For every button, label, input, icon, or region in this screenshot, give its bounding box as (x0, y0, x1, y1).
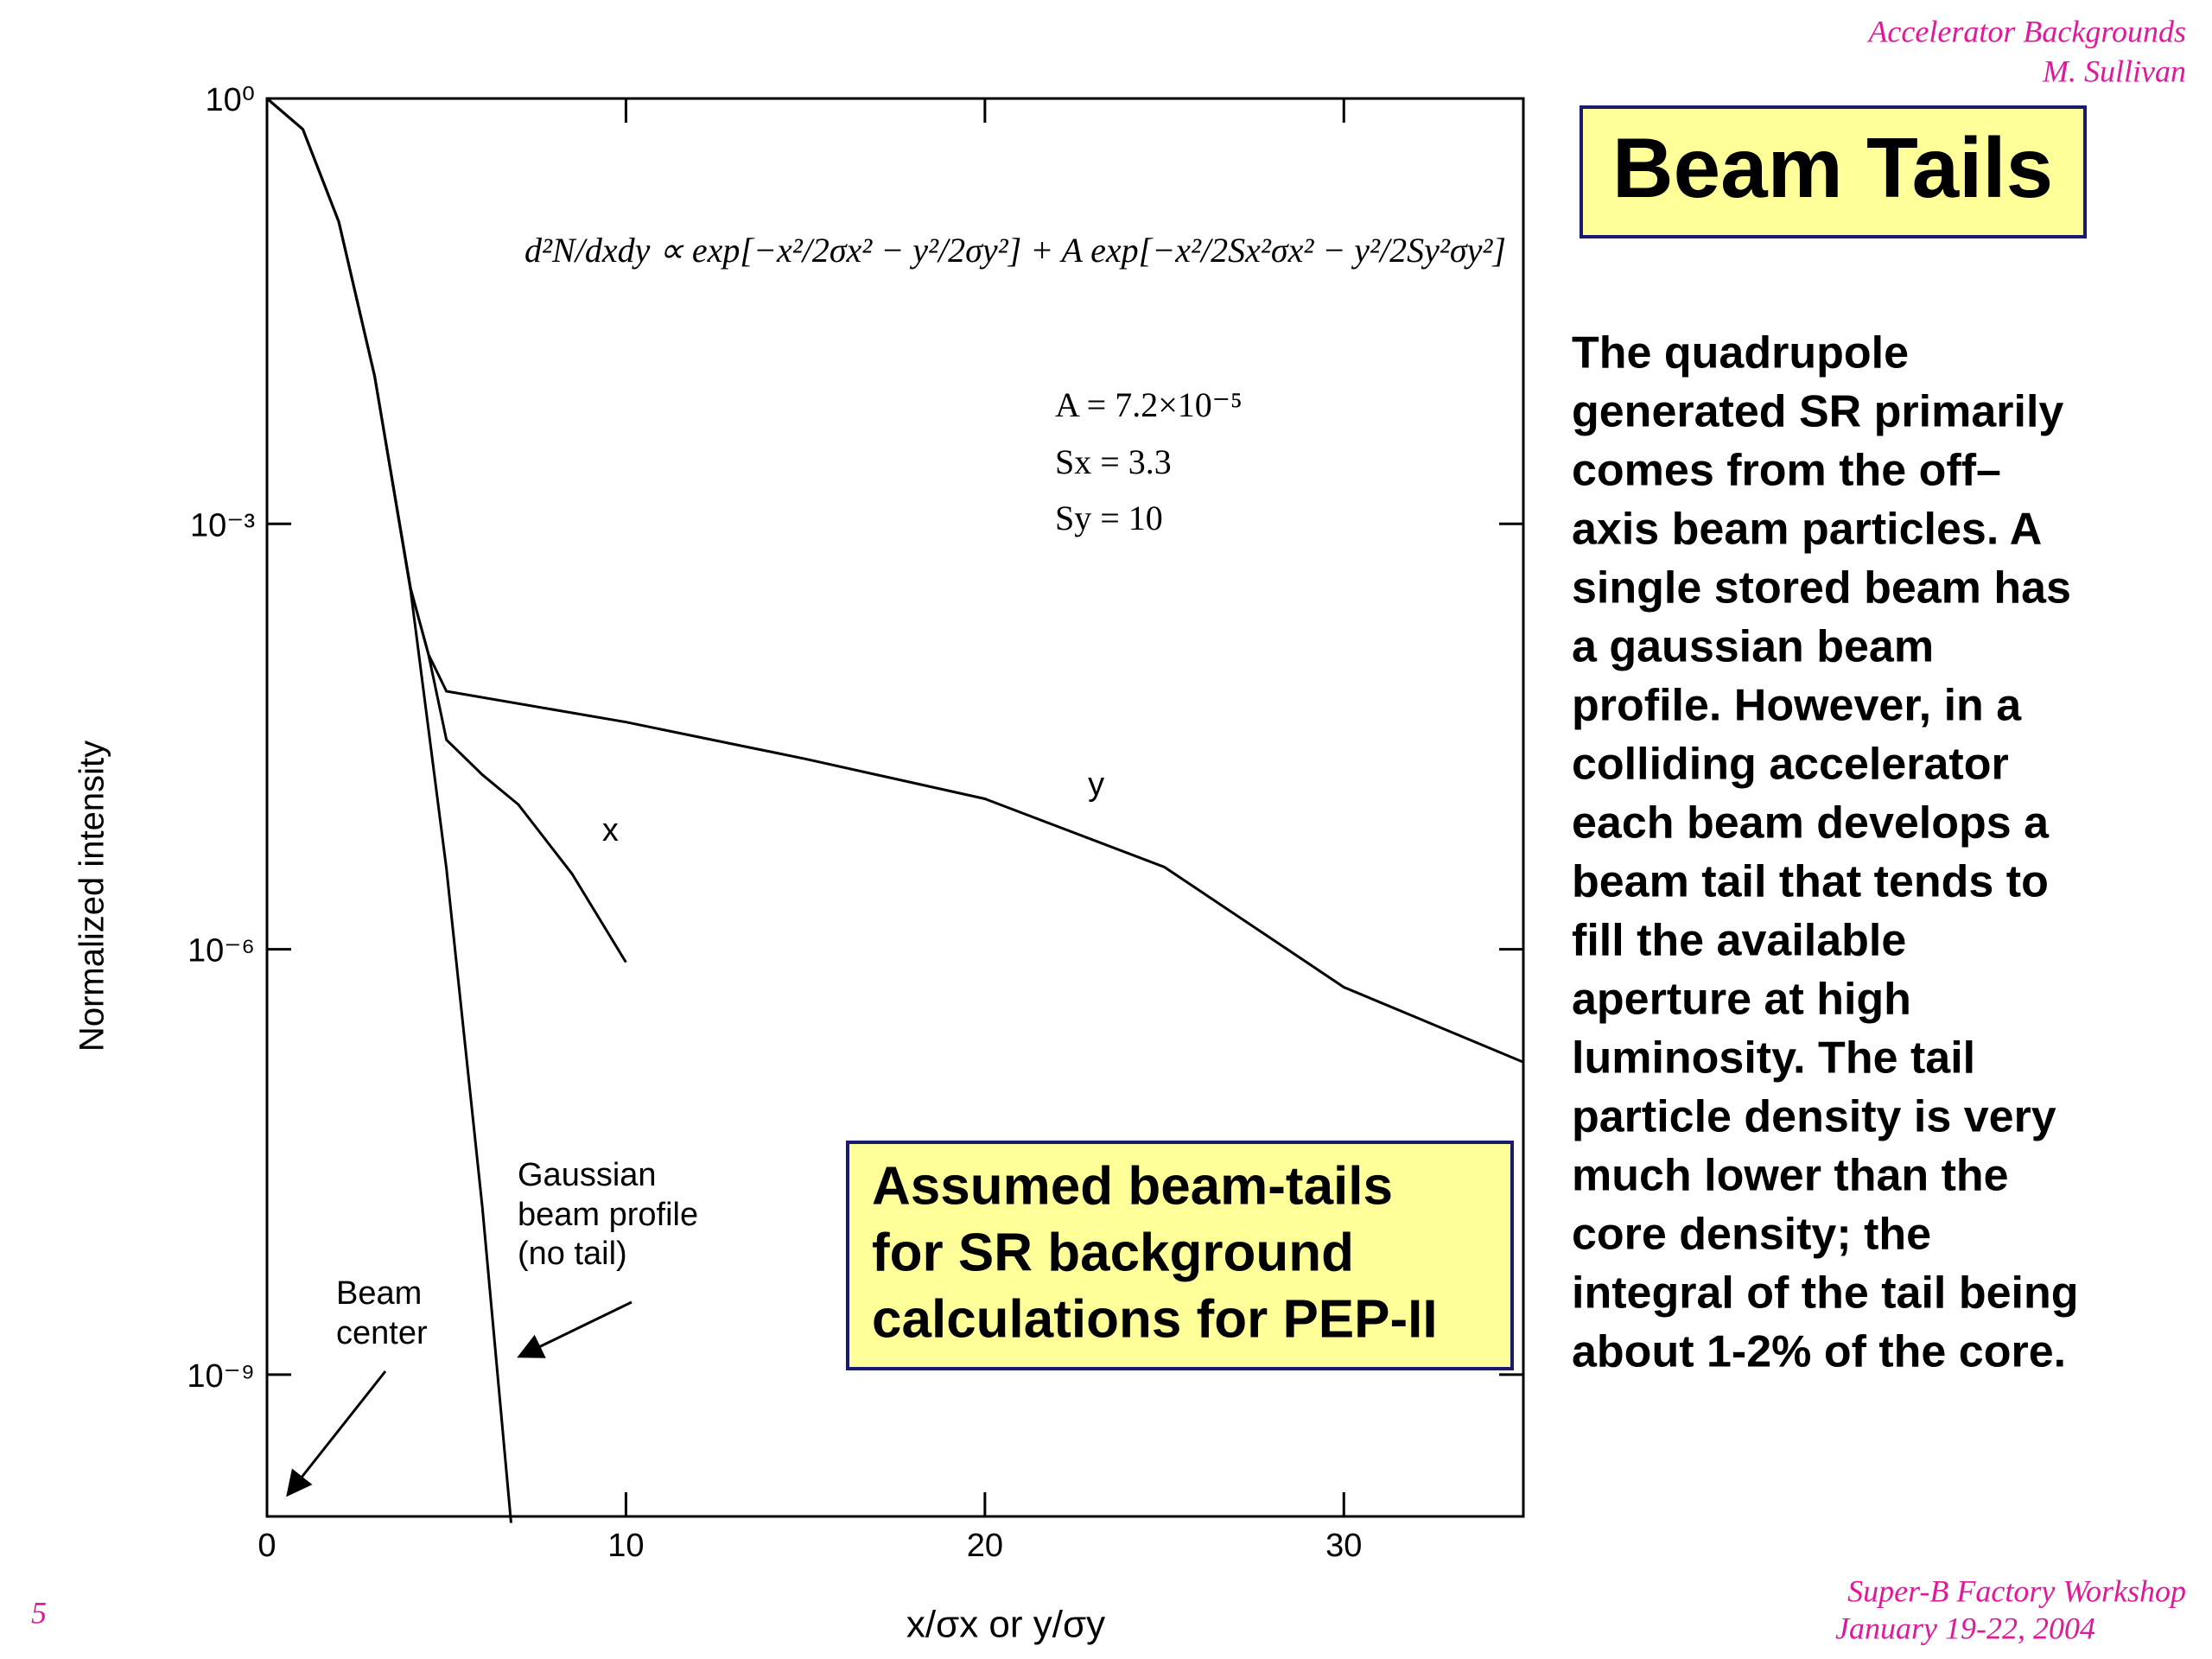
series-line (266, 97, 512, 1523)
callout-line: calculations for PEP-II (872, 1289, 1438, 1349)
footer-line: January 19-22, 2004 (1835, 1611, 2095, 1645)
callout-line: Assumed beam-tails (872, 1156, 1393, 1216)
annotation: Gaussian (518, 1157, 657, 1193)
body-line: luminosity. The tail (1572, 1033, 1975, 1084)
slide-title: Beam Tails (1612, 120, 2053, 215)
body-line: aperture at high (1572, 975, 1911, 1025)
x-tick-label: 0 (257, 1528, 276, 1564)
parameter: Sy = 10 (1055, 499, 1163, 537)
body-line: generated SR primarily (1572, 387, 2063, 437)
page-number: 5 (31, 1595, 47, 1630)
series-line (266, 97, 627, 963)
title-box (1580, 105, 2087, 238)
arrow (286, 1370, 387, 1497)
body-line: comes from the off– (1572, 446, 2001, 496)
header-line: M. Sullivan (2042, 54, 2186, 88)
body-line: each beam develops a (1572, 798, 2050, 849)
x-axis-label: x/σx or y/σy (906, 1604, 1105, 1646)
body-line: beam tail that tends to (1572, 857, 2049, 907)
body-line: colliding accelerator (1572, 740, 2009, 790)
annotation: beam profile (518, 1197, 698, 1233)
y-tick-label: 10⁻³ (190, 507, 255, 543)
body-line: axis beam particles. A (1572, 505, 2042, 555)
annotation: center (336, 1315, 428, 1351)
parameter: Sx = 3.3 (1055, 442, 1172, 481)
annotation: Beam (336, 1275, 422, 1312)
body-line: profile. However, in a (1572, 681, 2022, 731)
body-line: core density; the (1572, 1210, 1931, 1260)
callout-box (846, 1141, 1514, 1370)
y-axis-label: Normalized intensity (73, 741, 111, 1052)
body-line: integral of the tail being (1572, 1268, 2078, 1319)
y-tick-label: 10⁰ (205, 82, 255, 118)
body-line: a gaussian beam (1572, 622, 1934, 672)
body-line: about 1-2% of the core. (1572, 1327, 2066, 1377)
body-line: particle density is very (1572, 1092, 2056, 1142)
annotation: (no tail) (518, 1236, 627, 1272)
parameter: A = 7.2×10⁻⁵ (1055, 385, 1243, 424)
series-label: y (1088, 766, 1104, 803)
y-tick-label: 10⁻⁹ (187, 1358, 255, 1395)
formula: d²N/dxdy ∝ exp[−x²/2σx² − y²/2σy²] + A e… (524, 231, 1506, 270)
body-line: single stored beam has (1572, 563, 2071, 613)
body-line: fill the available (1572, 916, 1906, 966)
plot-frame (265, 97, 1525, 1518)
header-line: Accelerator Backgrounds (1866, 14, 2186, 48)
x-tick-label: 20 (967, 1528, 1003, 1564)
body-line: The quadrupole (1572, 328, 1909, 378)
callout-line: for SR background (872, 1223, 1354, 1282)
body-line: much lower than the (1572, 1151, 2009, 1201)
arrow (517, 1300, 632, 1358)
x-tick-label: 30 (1325, 1528, 1362, 1564)
y-tick-label: 10⁻⁶ (188, 933, 255, 969)
x-tick-label: 10 (607, 1528, 644, 1564)
footer-line: Super-B Factory Workshop (1847, 1573, 2186, 1608)
series-label: x (602, 812, 619, 849)
